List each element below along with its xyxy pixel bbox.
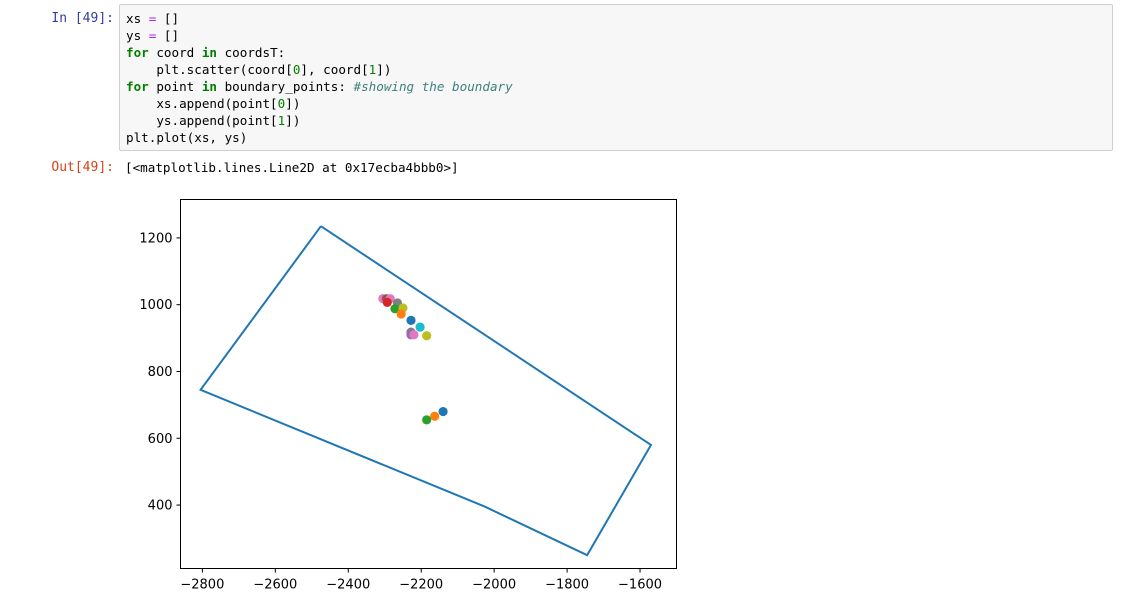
input-prompt: In [49]: <box>51 11 114 26</box>
scatter-point <box>422 415 432 425</box>
y-tick-label: 800 <box>148 365 173 380</box>
y-tick-label: 400 <box>148 499 173 514</box>
code-token: xs <box>126 11 149 26</box>
code-line: plt.scatter(coord[0], coord[1]) <box>126 61 1106 78</box>
boundary-line <box>198 225 653 557</box>
scatter-point <box>438 406 448 417</box>
code-token: point <box>148 79 202 94</box>
scatter-point <box>390 304 400 314</box>
code-token: in <box>201 45 217 60</box>
code-line: plt.plot(xs, ys) <box>126 129 1106 146</box>
scatter-point <box>382 297 392 307</box>
x-tick-label: −2000 <box>472 578 516 593</box>
code-token: ]) <box>285 96 301 111</box>
code-line: ys = [] <box>126 27 1106 44</box>
x-tick-label: −2200 <box>399 578 443 593</box>
scatter-point <box>422 331 432 341</box>
code-line: for coord in coordsT: <box>126 44 1106 61</box>
output-text: [<matplotlib.lines.Line2D at 0x17ecba4bb… <box>125 160 459 175</box>
code-token: #showing the boundary <box>353 79 513 94</box>
code-line: xs = [] <box>126 10 1106 27</box>
code-token: plt.scatter(coord[ <box>126 62 293 77</box>
code-token: ]) <box>285 113 301 128</box>
code-line: xs.append(point[0]) <box>126 95 1106 112</box>
code-token: [] <box>156 11 180 26</box>
code-token: ys.append(point[ <box>126 113 278 128</box>
x-tick-label: −2800 <box>180 578 224 593</box>
code-token: 0 <box>277 96 286 111</box>
code-token: = <box>148 28 157 43</box>
code-token: ], coord[ <box>300 62 369 77</box>
code-token: for <box>126 45 149 60</box>
x-tick-label: −1600 <box>618 578 662 593</box>
scatter-point <box>430 411 440 421</box>
code-token: 1 <box>368 62 377 77</box>
x-tick-label: −1800 <box>545 578 589 593</box>
code-line: for point in boundary_points: #showing t… <box>126 78 1106 95</box>
x-tick-label: −2600 <box>253 578 297 593</box>
plot-frame <box>180 199 677 569</box>
scatter-point <box>409 330 419 340</box>
y-tick-label: 600 <box>148 432 173 447</box>
code-token: xs.append(point[ <box>126 96 278 111</box>
code-token: = <box>148 11 157 26</box>
code-token: [] <box>156 28 180 43</box>
code-token: ys <box>126 28 149 43</box>
scatter-point <box>406 315 416 325</box>
x-tick-label: −2400 <box>326 578 370 593</box>
code-token: boundary_points: <box>217 79 354 94</box>
code-cell[interactable]: xs = [] ys = [] for coord in coordsT: plt.… <box>119 4 1113 151</box>
code-line: ys.append(point[1]) <box>126 112 1106 129</box>
code-token: coordsT: <box>217 45 286 60</box>
scatter-point <box>415 322 425 332</box>
y-tick-label: 1200 <box>139 231 172 246</box>
code-token: ]) <box>376 62 392 77</box>
code-token: for <box>126 79 149 94</box>
code-token: in <box>201 79 217 94</box>
code-token: plt.plot(xs, ys) <box>126 130 248 145</box>
output-prompt: Out[49]: <box>51 160 114 175</box>
code-token: 1 <box>277 113 286 128</box>
code-token: 0 <box>292 62 301 77</box>
scatter-point <box>396 309 406 319</box>
y-tick-label: 1000 <box>139 298 172 313</box>
code-token: coord <box>148 45 202 60</box>
